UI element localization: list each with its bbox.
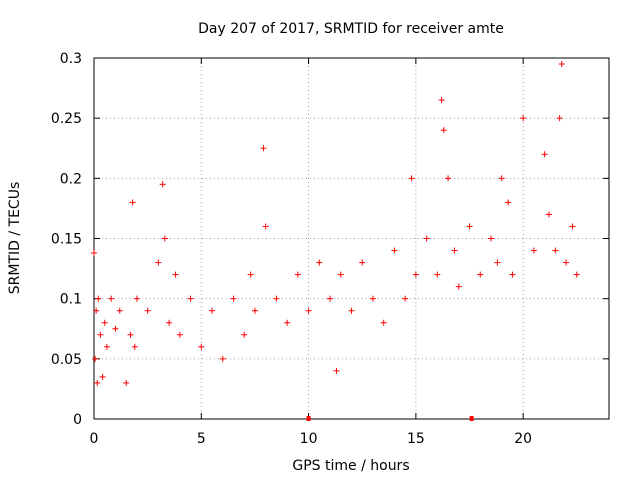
data-point [498,175,505,182]
zero-point [469,416,474,421]
data-point [241,331,248,338]
data-point [552,247,559,254]
data-point [127,331,134,338]
data-point [494,259,501,266]
y-axis-label: SRMTID / TECUs [7,182,23,295]
data-point [337,271,344,278]
data-point [187,295,194,302]
data-point [466,223,473,230]
data-point [333,367,340,374]
x-tick-label-15: 15 [407,431,425,447]
data-point [284,319,291,326]
data-point [327,295,334,302]
data-point [260,145,267,152]
data-point [103,343,110,350]
data-point [556,115,563,122]
data-point [198,343,205,350]
data-point [408,175,415,182]
y-tick-label-0.2: 0.2 [60,171,82,187]
data-point [230,295,237,302]
data-point [172,271,179,278]
data-point [273,295,280,302]
data-point [573,271,580,278]
data-point [166,319,173,326]
x-tick-label-5: 5 [197,431,206,447]
data-point [423,235,430,242]
data-point [129,199,136,206]
data-point [305,307,312,314]
data-point [520,115,527,122]
data-point [451,247,458,254]
data-point [108,295,115,302]
data-point [369,295,376,302]
data-point [391,247,398,254]
data-point [440,127,447,134]
data-point [477,271,484,278]
y-tick-label-0.05: 0.05 [51,352,82,368]
data-point [569,223,576,230]
data-point [509,271,516,278]
data-point [294,271,301,278]
data-point [402,295,409,302]
data-point [131,343,138,350]
plot-frame [93,57,610,420]
data-point [101,319,108,326]
data-point [380,319,387,326]
x-tick-label-0: 0 [90,431,99,447]
data-point [545,211,552,218]
data-point [159,181,166,188]
data-point [161,235,168,242]
data-point [455,283,462,290]
data-point [144,307,151,314]
data-point [348,307,355,314]
data-point [155,259,162,266]
y-tick-label-0.3: 0.3 [60,51,82,67]
data-point [251,307,258,314]
data-point [541,151,548,158]
data-point [505,199,512,206]
data-point [438,97,445,104]
data-point [558,61,565,68]
data-point [487,235,494,242]
data-point [116,307,123,314]
axis-ticks [93,57,609,420]
y-tick-label-0: 0 [73,412,82,428]
data-point [563,259,570,266]
data-point [359,259,366,266]
data-point [99,373,106,380]
chart-title: Day 207 of 2017, SRMTID for receiver amt… [198,21,504,37]
x-tick-label-10: 10 [300,431,318,447]
data-point [94,379,101,386]
zero-point [306,416,311,421]
data-point [445,175,452,182]
data-point [112,325,119,332]
grid-lines [94,58,609,419]
data-point [262,223,269,230]
data-point [434,271,441,278]
data-point [97,331,104,338]
data-point [91,249,97,256]
data-point [92,355,99,362]
tick-labels: 0 5 10 15 20 0 0.05 0.1 0.15 0.2 0.25 0.3 [51,51,532,447]
data-point [316,259,323,266]
data-point [95,295,102,302]
y-tick-label-0.1: 0.1 [60,292,82,308]
x-axis-label: GPS time / hours [292,458,409,474]
data-point [93,307,100,314]
data-point [123,379,130,386]
data-point [412,271,419,278]
data-point [247,271,254,278]
data-point [530,247,537,254]
data-points [91,61,580,421]
data-point [176,331,183,338]
data-point [209,307,216,314]
y-tick-label-0.25: 0.25 [51,111,82,127]
x-tick-label-20: 20 [514,431,532,447]
data-point [133,295,140,302]
y-tick-label-0.15: 0.15 [51,232,82,248]
data-point [219,355,226,362]
